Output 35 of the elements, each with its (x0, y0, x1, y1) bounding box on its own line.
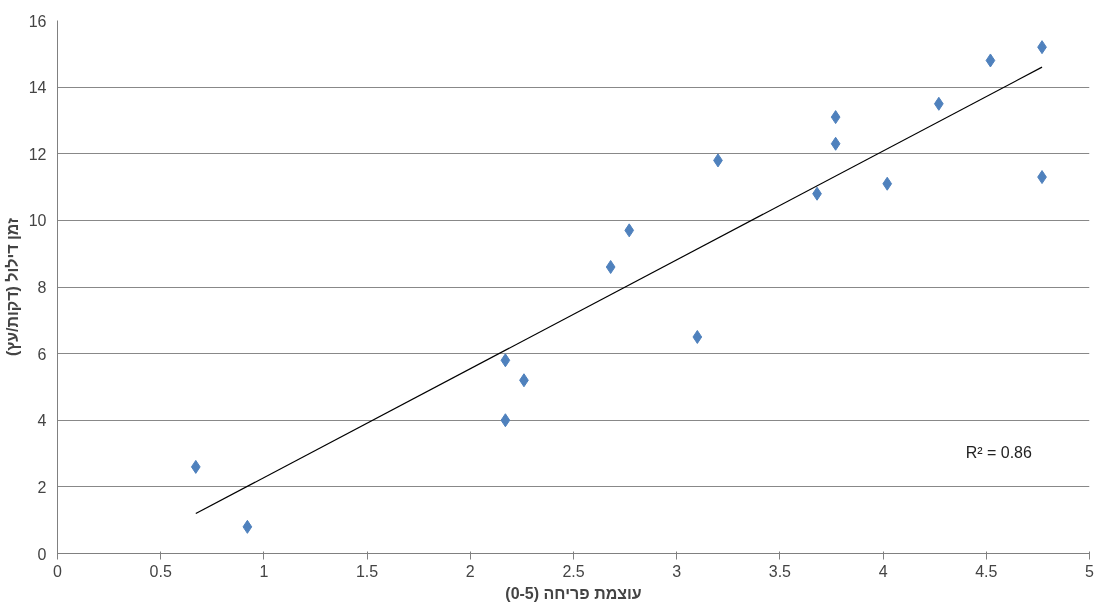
point (500, 353, 511, 368)
y-tick-label: 8 (37, 279, 47, 296)
point (933, 96, 944, 111)
point (985, 53, 996, 68)
x-axis-title: עוצמת פריחה (0-5) (505, 584, 642, 602)
annotation: R² = 0.86 (965, 443, 1033, 461)
x-tick-label: 4.5 (975, 562, 998, 580)
point (242, 519, 253, 534)
point (500, 413, 511, 428)
y-tick-label: 10 (28, 212, 47, 230)
point (830, 136, 841, 151)
x-tick-label: 5 (1085, 562, 1095, 580)
x-tick-label: 0.5 (149, 562, 172, 580)
y-tick-label: 14 (28, 79, 47, 97)
point (692, 329, 703, 344)
point (830, 110, 841, 125)
y-tick-label: 2 (37, 478, 47, 496)
x-tick-label: 0 (53, 562, 63, 580)
y-tick-label: 12 (28, 145, 47, 163)
y-tick-label: 6 (37, 345, 47, 363)
point (882, 176, 893, 191)
y-tick-label: 0 (37, 545, 47, 563)
y-tick-label: 16 (28, 12, 47, 30)
x-tick-label: 2 (465, 562, 475, 580)
y-axis-title: זמן דילול (דקות/עץ) (3, 217, 21, 357)
x-tick-label: 1.5 (355, 562, 379, 580)
y-tick-label: 4 (37, 412, 47, 430)
x-tick-label: 3 (672, 562, 682, 580)
x-tick-label: 1 (259, 562, 269, 580)
x-tick-label: 2.5 (562, 562, 585, 580)
point (605, 260, 616, 275)
point (624, 223, 635, 238)
x-tick-label: 3.5 (768, 562, 792, 580)
point (190, 459, 201, 474)
x-tick-label: 4 (878, 562, 888, 580)
